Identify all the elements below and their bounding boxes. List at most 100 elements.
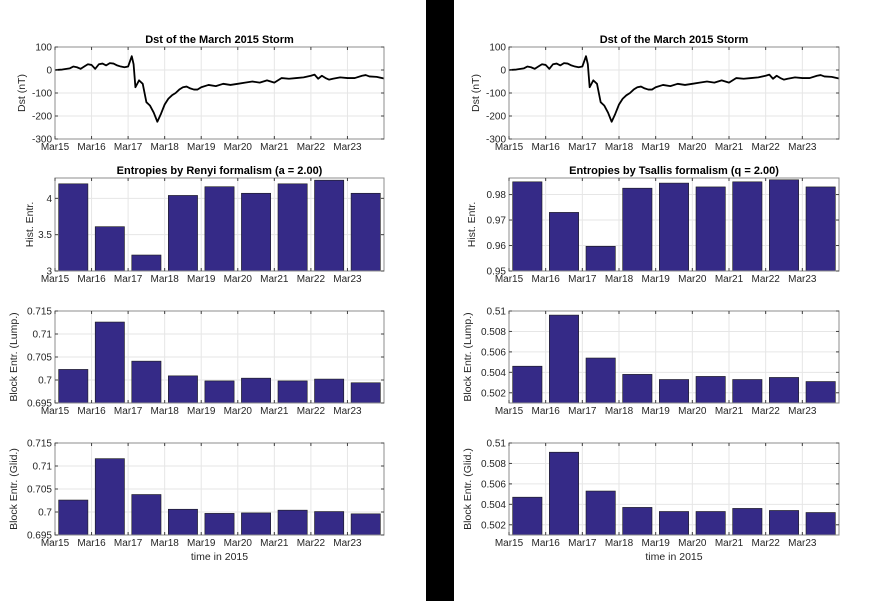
chart-title: Entropies by Tsallis formalism (q = 2.00… (569, 165, 779, 177)
y-tick-label: -300 (486, 135, 506, 146)
bar-mar17 (131, 254, 162, 272)
x-tick-label: Mar17 (114, 406, 143, 417)
y-tick-label: 0.695 (27, 399, 52, 410)
bar-mar23 (805, 512, 836, 536)
bar-mar23 (350, 382, 381, 404)
y-tick-label: 0.51 (487, 307, 507, 318)
x-tick-label: Mar17 (568, 274, 597, 285)
y-tick-label: 0.506 (481, 347, 506, 358)
y-axis-label: Hist. Entr. (24, 202, 36, 248)
y-tick-label: 0.506 (481, 479, 506, 490)
x-tick-label: Mar15 (495, 142, 524, 153)
bar-mar15 (512, 365, 543, 404)
x-tick-label: Mar19 (641, 538, 670, 549)
x-tick-label: Mar23 (333, 406, 362, 417)
x-tick-label: Mar15 (495, 274, 524, 285)
x-tick-label: Mar20 (224, 274, 253, 285)
bar-mar16 (549, 212, 579, 272)
bar-mar18 (622, 374, 653, 404)
y-tick-label: 0.98 (487, 190, 507, 201)
x-tick-label: Mar21 (260, 274, 289, 285)
bar-mar19 (659, 182, 689, 272)
x-tick-label: Mar20 (224, 406, 253, 417)
y-tick-label: 100 (35, 43, 52, 54)
x-tick-label: Mar23 (788, 274, 817, 285)
y-tick-label: 0.96 (487, 241, 507, 252)
x-tick-label: Mar21 (715, 406, 744, 417)
bar-mar20 (695, 511, 726, 536)
y-tick-label: 0.705 (27, 485, 52, 496)
x-tick-label: Mar17 (114, 538, 143, 549)
chart-title: Entropies by Renyi formalism (a = 2.00) (117, 165, 323, 177)
y-axis-label: Block Entr. (Glid.) (462, 448, 474, 530)
x-tick-label: Mar23 (788, 406, 817, 417)
bar-mar23 (805, 381, 836, 404)
x-tick-label: Mar20 (224, 142, 253, 153)
x-tick-label: Mar19 (641, 274, 670, 285)
x-tick-label: Mar23 (788, 142, 817, 153)
y-tick-label: 0.504 (481, 500, 506, 511)
x-tick-label: Mar18 (150, 274, 179, 285)
axes-frame (508, 310, 840, 404)
bar-mar16 (94, 321, 125, 404)
y-tick-label: 0.502 (481, 388, 506, 399)
x-tick-label: Mar20 (224, 538, 253, 549)
x-tick-label: Mar18 (605, 274, 634, 285)
bar-mar15 (512, 496, 543, 536)
axes-frame (54, 177, 385, 272)
bar-mar22 (314, 179, 345, 272)
y-tick-label: -100 (486, 89, 506, 100)
y-axis-label: Block Entr. (Lump.) (8, 312, 20, 401)
x-tick-label: Mar15 (41, 274, 70, 285)
y-tick-label: 0.508 (481, 327, 506, 338)
x-tick-label: Mar21 (715, 538, 744, 549)
x-tick-label: Mar17 (568, 142, 597, 153)
x-tick-label: Mar15 (41, 538, 70, 549)
x-tick-label: Mar17 (568, 538, 597, 549)
x-tick-label: Mar22 (297, 406, 326, 417)
y-tick-label: 0.715 (27, 439, 52, 450)
x-axis-label: time in 2015 (191, 551, 248, 563)
x-tick-label: Mar17 (114, 274, 143, 285)
bar-mar20 (695, 186, 726, 272)
x-tick-label: Mar23 (333, 274, 362, 285)
chart-right-lump: Mar15 Mar16 Mar17 Mar18 Mar19 Mar20 Mar21 Mar22… (462, 307, 840, 417)
x-tick-label: Mar22 (751, 142, 780, 153)
bar-mar20 (695, 376, 726, 404)
bar-mar15 (58, 369, 89, 404)
x-tick-label: Mar16 (531, 142, 560, 153)
x-tick-label: Mar15 (495, 406, 524, 417)
x-tick-label: Mar21 (260, 142, 289, 153)
x-tick-label: Mar22 (751, 274, 780, 285)
x-tick-label: Mar23 (333, 142, 362, 153)
chart-title: Dst of the March 2015 Storm (145, 34, 294, 46)
chart-right-dst: Mar15 Mar16 Mar17 Mar18 Mar19 Mar20 Mar21 Mar22… (470, 34, 840, 153)
x-tick-label: Mar20 (678, 538, 707, 549)
bar-mar23 (350, 192, 381, 272)
y-tick-label: 3.5 (38, 230, 52, 241)
y-tick-label: 0.7 (38, 508, 52, 519)
bar-mar18 (168, 375, 198, 404)
x-tick-label: Mar16 (531, 274, 560, 285)
y-axis-label: Block Entr. (Lump.) (462, 312, 474, 401)
bar-mar19 (204, 380, 235, 404)
x-tick-label: Mar18 (150, 142, 179, 153)
axes-frame (508, 442, 840, 536)
bar-mar21 (732, 508, 763, 536)
x-tick-label: Mar19 (187, 274, 216, 285)
bar-mar22 (769, 179, 799, 272)
y-tick-label: 0.502 (481, 520, 506, 531)
x-tick-label: Mar18 (605, 142, 634, 153)
bar-mar21 (277, 509, 308, 536)
bar-mar22 (314, 378, 345, 404)
bar-mar16 (549, 451, 579, 536)
bar-mar16 (94, 226, 125, 272)
x-tick-label: Mar17 (568, 406, 597, 417)
bar-mar22 (769, 510, 799, 536)
y-tick-label: 0.95 (487, 267, 507, 278)
y-axis-label: Hist. Entr. (466, 202, 478, 248)
bar-mar20 (241, 512, 271, 536)
chart-title: Dst of the March 2015 Storm (600, 34, 749, 46)
bar-mar20 (241, 377, 271, 404)
x-tick-label: Mar16 (77, 142, 106, 153)
